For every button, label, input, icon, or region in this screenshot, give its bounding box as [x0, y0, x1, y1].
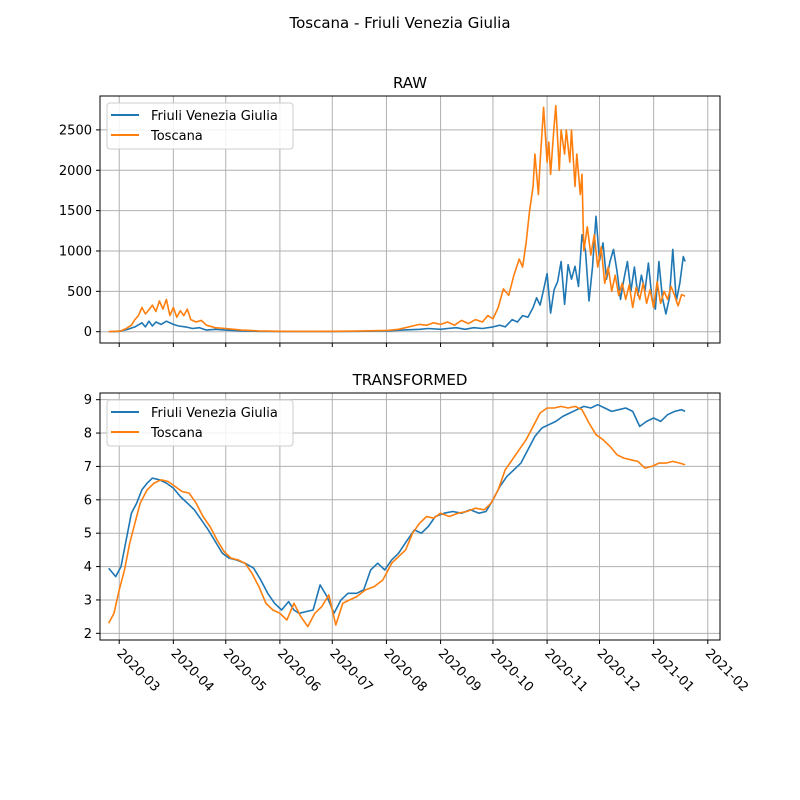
raw-legend-box	[106, 102, 294, 150]
raw-series-friuli-venezia-giulia	[108, 215, 686, 333]
transformed-legend-label-friuli-venezia-giulia: Friuli Venezia Giulia	[151, 406, 278, 421]
transformed-y-tick-label: 8	[84, 427, 92, 442]
transformed-y-tick-label: 7	[84, 460, 92, 475]
raw-legend-label-toscana: Toscana	[150, 129, 203, 144]
transformed-y-tick-label: 2	[84, 627, 92, 642]
transformed-title: TRANSFORMED	[352, 371, 468, 389]
figure-title: Toscana - Friuli Venezia Giulia	[288, 14, 510, 32]
raw-y-tick-label: 500	[67, 285, 92, 300]
raw-y-tick-label: 0	[84, 325, 92, 340]
raw-y-tick-label: 2500	[59, 123, 92, 138]
raw-y-tick-label: 2000	[59, 164, 92, 179]
transformed-axes-frame	[99, 392, 721, 641]
transformed-y-tick-label: 6	[84, 493, 92, 508]
raw-legend: Friuli Venezia Giulia Toscana	[106, 102, 294, 150]
raw-axes-frame	[99, 95, 721, 344]
raw-legend-label-friuli-venezia-giulia: Friuli Venezia Giulia	[151, 109, 278, 124]
transformed-legend-box	[106, 399, 294, 447]
raw-series-toscana	[108, 104, 686, 333]
transformed-legend-label-toscana: Toscana	[150, 426, 203, 441]
raw-panel: RAW 0 500 1000 1500 2000 2500 Friuli Venezia Gi…	[59, 74, 721, 347]
transformed-series-friuli-venezia-giulia	[108, 403, 686, 615]
transformed-y-tick-label: 3	[84, 593, 92, 608]
transformed-legend: Friuli Venezia Giulia Toscana	[106, 399, 294, 447]
raw-y-tick-label: 1000	[59, 244, 92, 259]
transformed-y-tick-label: 9	[84, 393, 92, 408]
transformed-y-tick-label: 5	[84, 527, 92, 542]
transformed-series-toscana	[107, 405, 686, 628]
raw-title: RAW	[393, 74, 427, 92]
raw-y-tick-label: 1500	[59, 204, 92, 219]
transformed-y-tick-label: 4	[84, 560, 92, 575]
